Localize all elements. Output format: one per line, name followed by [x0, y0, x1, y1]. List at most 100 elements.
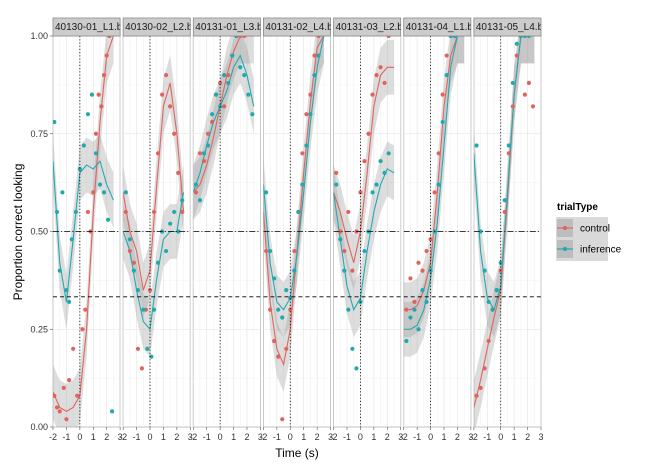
x-tick-label: 2 — [315, 432, 320, 442]
data-point-inference — [164, 248, 169, 254]
data-point-control — [226, 73, 231, 78]
y-tick-label: 0.75 — [30, 129, 48, 139]
data-point-inference — [346, 307, 351, 312]
data-point-control — [83, 307, 88, 312]
data-point-control — [155, 151, 161, 156]
data-point-inference — [424, 299, 429, 304]
x-tick-label: -1 — [273, 432, 281, 442]
data-point-inference — [205, 143, 211, 148]
data-point-control — [350, 268, 355, 273]
data-point-control — [123, 209, 128, 215]
facet-label: 40131-04_L1.b — [406, 22, 474, 33]
data-point-inference — [135, 288, 141, 293]
data-point-control — [151, 209, 157, 215]
x-tick-label: 0 — [218, 432, 223, 442]
data-point-control — [107, 36, 112, 39]
data-point-control — [374, 73, 379, 78]
y-axis: 0.00 0.25 0.50 0.75 1.00 — [30, 31, 53, 432]
data-point-control — [300, 151, 305, 156]
facet-label: 40130-01_L1.b — [55, 22, 123, 33]
data-point-control — [382, 80, 387, 86]
confidence-band — [333, 39, 394, 291]
data-point-control — [99, 104, 104, 109]
x-tick-label: 3 — [398, 432, 403, 442]
panel-plot-area — [403, 36, 471, 427]
data-point-control — [304, 112, 309, 117]
facet-label: 40131-01_L3.b — [195, 22, 263, 33]
data-point-control — [474, 393, 479, 398]
data-point-control — [218, 80, 223, 86]
confidence-band — [473, 36, 535, 427]
data-point-control — [193, 190, 199, 195]
facet-strip — [122, 17, 191, 37]
legend-label-control: control — [580, 224, 610, 235]
smooth-line-control — [53, 36, 114, 412]
y-tick-label: 1.00 — [30, 31, 48, 41]
data-point-control — [268, 307, 273, 312]
data-point-control — [362, 159, 367, 164]
legend-key-point — [562, 246, 568, 252]
data-point-inference — [268, 248, 273, 254]
facet-strip — [403, 17, 472, 37]
data-point-control — [104, 53, 109, 58]
panel: 40131-04_L1.b — [403, 17, 474, 428]
data-point-inference — [141, 307, 146, 312]
panel: 40130-01_L1.b — [52, 17, 123, 428]
data-point-inference — [53, 119, 57, 125]
x-tick-label: 2 — [455, 432, 460, 442]
data-point-inference — [444, 73, 449, 78]
data-point-control — [127, 248, 132, 254]
data-point-inference — [272, 276, 277, 281]
data-point-inference — [57, 268, 62, 273]
data-point-inference — [386, 151, 391, 156]
data-point-control — [526, 80, 532, 86]
x-tick-label: 2 — [174, 432, 179, 442]
confidence-band — [193, 36, 254, 220]
data-point-inference — [342, 268, 347, 273]
data-point-inference — [97, 182, 103, 187]
x-tick-label: 2 — [244, 432, 249, 442]
data-point-inference — [85, 112, 91, 117]
data-point-inference — [420, 288, 425, 293]
data-point-inference — [234, 36, 239, 39]
data-point-inference — [382, 170, 387, 175]
data-point-inference — [334, 182, 339, 187]
x-axis-title: Time (s) — [275, 446, 319, 460]
data-point-inference — [362, 248, 367, 254]
y-tick-label: 0.00 — [30, 422, 48, 432]
legend: trialType control inference — [556, 202, 622, 261]
data-point-inference — [180, 198, 185, 203]
data-point-inference — [81, 143, 86, 148]
data-point-control — [428, 237, 433, 242]
data-point-inference — [149, 354, 154, 359]
data-point-inference — [498, 260, 503, 265]
data-point-inference — [93, 151, 99, 156]
y-axis-title: Proportion correct looking — [11, 164, 25, 301]
data-point-control — [432, 190, 437, 195]
data-point-control — [276, 354, 281, 359]
data-point-inference — [404, 338, 409, 344]
panel-plot-area — [333, 36, 401, 427]
data-point-control — [436, 151, 441, 156]
data-point-control — [201, 159, 207, 164]
data-point-control — [67, 377, 72, 383]
data-point-control — [416, 260, 421, 265]
data-point-inference — [474, 143, 479, 148]
x-tick-label: 3 — [118, 432, 123, 442]
data-point-inference — [197, 198, 203, 203]
data-point-inference — [490, 307, 495, 312]
smooth-line-inference — [403, 36, 465, 330]
y-tick-label: 0.50 — [30, 227, 48, 237]
data-point-inference — [526, 36, 532, 39]
x-tick-label: -2 — [330, 432, 338, 442]
data-point-inference — [238, 65, 243, 70]
panel-plot-area — [123, 36, 191, 427]
data-point-control — [334, 170, 339, 175]
data-point-inference — [486, 299, 491, 304]
x-tick-label: -1 — [62, 432, 70, 442]
y-tick-label: 0.25 — [30, 324, 48, 334]
panel-plot-area — [473, 36, 541, 427]
data-point-control — [172, 131, 177, 136]
data-point-control — [370, 92, 375, 97]
